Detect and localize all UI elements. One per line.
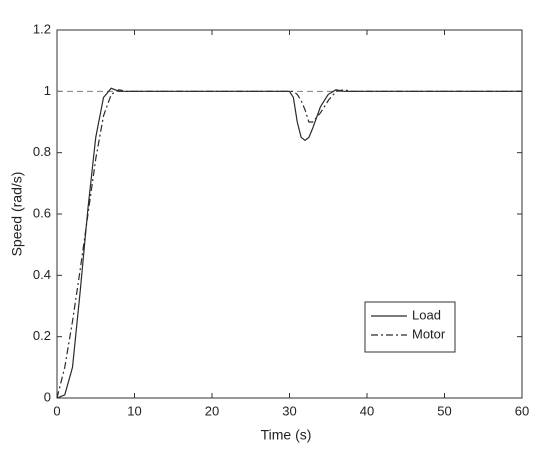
x-axis-label: Time (s) [261,427,312,443]
y-axis-label: Speed (rad/s) [9,172,25,257]
y-tick-label: 0.4 [33,267,51,282]
x-tick-label: 10 [127,403,141,418]
legend-label: Motor [412,326,446,341]
y-tick-label: 1.2 [33,21,51,36]
x-tick-label: 50 [437,403,451,418]
x-tick-label: 20 [205,403,219,418]
x-tick-label: 40 [360,403,374,418]
y-tick-label: 0.8 [33,144,51,159]
x-tick-label: 30 [282,403,296,418]
series-line [56,87,522,399]
series-line [56,89,522,399]
legend-label: Load [412,307,441,322]
y-tick-label: 0.2 [33,328,51,343]
legend-box [364,301,456,353]
x-tick-label: 60 [515,403,529,418]
x-tick-label: 0 [53,403,60,418]
y-tick-label: 0.6 [33,205,51,220]
y-tick-label: 0 [44,389,51,404]
y-tick-label: 1 [44,83,51,98]
